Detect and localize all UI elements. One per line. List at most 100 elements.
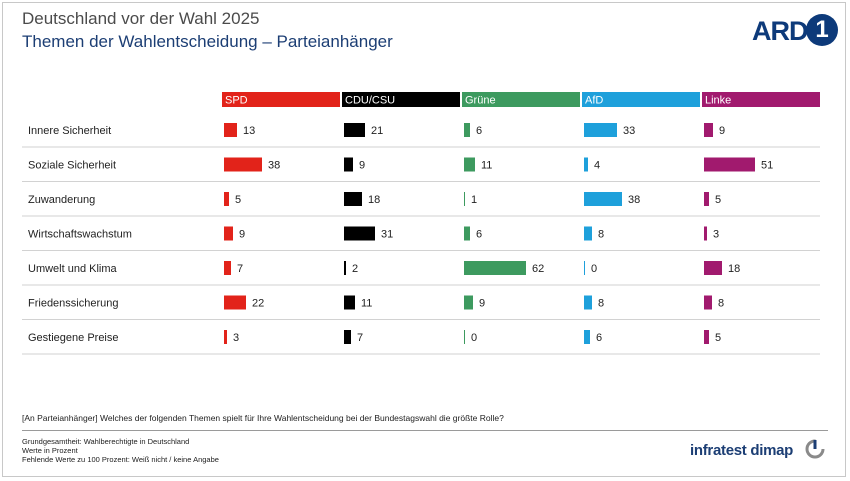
bar-linke-gestiegene-preise	[704, 330, 709, 344]
bar-linke-soziale-sicherheit	[704, 157, 755, 172]
value-label-cdu-csu-innere-sicherheit: 21	[371, 125, 383, 137]
legend-label-spd: SPD	[225, 95, 248, 107]
bar-linke-wirtschaftswachstum	[704, 226, 707, 241]
footer-divider	[22, 430, 828, 431]
value-label-afd-wirtschaftswachstum: 8	[598, 229, 604, 241]
bar-gr-ne-zuwanderung	[464, 192, 465, 206]
value-label-linke-soziale-sicherheit: 51	[761, 160, 773, 172]
note-missing: Fehlende Werte zu 100 Prozent: Weiß nich…	[22, 455, 219, 464]
bar-cdu-csu-umwelt-und-klima	[344, 261, 346, 275]
value-label-afd-innere-sicherheit: 33	[623, 125, 635, 137]
note-unit: Werte in Prozent	[22, 446, 78, 455]
bar-gr-ne-friedenssicherung	[464, 295, 473, 310]
value-label-spd-friedenssicherung: 22	[252, 298, 264, 310]
infratest-dimap-logo: infratest dimap	[690, 442, 794, 459]
value-label-cdu-csu-zuwanderung: 18	[368, 194, 380, 206]
bar-cdu-csu-innere-sicherheit	[344, 123, 365, 137]
bar-spd-zuwanderung	[224, 192, 229, 206]
bar-spd-soziale-sicherheit	[224, 157, 262, 172]
legend-bar-linke	[702, 92, 820, 107]
bar-gr-ne-umwelt-und-klima	[464, 261, 526, 275]
category-label-friedenssicherung: Friedenssicherung	[28, 298, 119, 310]
legend-bar-spd	[222, 92, 340, 107]
value-label-cdu-csu-soziale-sicherheit: 9	[359, 160, 365, 172]
bar-afd-friedenssicherung	[584, 295, 592, 310]
bar-afd-umwelt-und-klima	[584, 261, 585, 275]
value-label-gr-ne-soziale-sicherheit: 11	[481, 160, 492, 172]
category-label-gestiegene-preise: Gestiegene Preise	[28, 332, 119, 344]
value-label-linke-friedenssicherung: 8	[718, 298, 724, 310]
value-label-spd-gestiegene-preise: 3	[233, 332, 239, 344]
bar-spd-umwelt-und-klima	[224, 261, 231, 275]
value-label-gr-ne-wirtschaftswachstum: 6	[476, 229, 482, 241]
legend-label-linke: Linke	[705, 95, 731, 107]
note-population: Grundgesamtheit: Wahlberechtigte in Deut…	[22, 437, 190, 446]
value-label-afd-zuwanderung: 38	[628, 194, 640, 206]
value-label-linke-umwelt-und-klima: 18	[728, 263, 740, 275]
bar-afd-wirtschaftswachstum	[584, 226, 592, 241]
value-label-cdu-csu-wirtschaftswachstum: 31	[381, 229, 393, 241]
bar-spd-friedenssicherung	[224, 295, 246, 310]
value-label-spd-umwelt-und-klima: 7	[237, 263, 243, 275]
ard-logo: ARD 1	[752, 12, 838, 52]
bar-afd-soziale-sicherheit	[584, 157, 588, 172]
bar-spd-gestiegene-preise	[224, 330, 227, 344]
value-label-spd-soziale-sicherheit: 38	[268, 160, 280, 172]
value-label-cdu-csu-umwelt-und-klima: 2	[352, 263, 358, 275]
category-label-innere-sicherheit: Innere Sicherheit	[28, 125, 111, 137]
bar-gr-ne-wirtschaftswachstum	[464, 226, 470, 241]
chart-title: Deutschland vor der Wahl 2025	[22, 9, 260, 28]
ard-logo-circle: 1	[806, 14, 838, 46]
bar-afd-zuwanderung	[584, 192, 622, 206]
category-label-soziale-sicherheit: Soziale Sicherheit	[28, 160, 116, 172]
bar-chart: SPD CDU/CSU Grüne AfD Linke Innere Sicherheit…	[22, 92, 820, 355]
value-label-spd-wirtschaftswachstum: 9	[239, 229, 245, 241]
legend-bar-afd	[582, 92, 700, 107]
value-label-gr-ne-zuwanderung: 1	[471, 194, 477, 206]
value-label-spd-innere-sicherheit: 13	[243, 125, 255, 137]
value-label-gr-ne-gestiegene-preise: 0	[471, 332, 477, 344]
value-label-gr-ne-friedenssicherung: 9	[479, 298, 485, 310]
chart-subtitle: Themen der Wahlentscheidung – Parteianhä…	[22, 32, 393, 51]
bar-linke-innere-sicherheit	[704, 123, 713, 137]
value-label-linke-wirtschaftswachstum: 3	[713, 229, 719, 241]
bar-linke-umwelt-und-klima	[704, 261, 722, 275]
bar-cdu-csu-wirtschaftswachstum	[344, 226, 375, 241]
value-label-cdu-csu-friedenssicherung: 11	[361, 298, 372, 310]
value-label-gr-ne-innere-sicherheit: 6	[476, 125, 482, 137]
legend-bar-gr-ne	[462, 92, 580, 107]
bar-gr-ne-soziale-sicherheit	[464, 157, 475, 172]
category-label-umwelt-und-klima: Umwelt und Klima	[28, 263, 118, 275]
category-label-wirtschaftswachstum: Wirtschaftswachstum	[28, 229, 132, 241]
bar-cdu-csu-soziale-sicherheit	[344, 157, 353, 172]
bar-linke-zuwanderung	[704, 192, 709, 206]
bar-gr-ne-innere-sicherheit	[464, 123, 470, 137]
legend-label-cdu-csu: CDU/CSU	[345, 95, 395, 107]
bar-cdu-csu-zuwanderung	[344, 192, 362, 206]
bar-afd-gestiegene-preise	[584, 330, 590, 344]
category-label-zuwanderung: Zuwanderung	[28, 194, 95, 206]
bar-cdu-csu-gestiegene-preise	[344, 330, 351, 344]
bar-linke-friedenssicherung	[704, 295, 712, 310]
bar-spd-wirtschaftswachstum	[224, 226, 233, 241]
legend-bar-cdu-csu	[342, 92, 460, 107]
value-label-afd-soziale-sicherheit: 4	[594, 160, 600, 172]
value-label-gr-ne-umwelt-und-klima: 62	[532, 263, 544, 275]
value-label-linke-innere-sicherheit: 9	[719, 125, 725, 137]
value-label-afd-umwelt-und-klima: 0	[591, 263, 597, 275]
bar-spd-innere-sicherheit	[224, 123, 237, 137]
ard-logo-text: ARD	[752, 16, 808, 46]
bar-gr-ne-gestiegene-preise	[464, 330, 465, 344]
value-label-afd-gestiegene-preise: 6	[596, 332, 602, 344]
bar-afd-innere-sicherheit	[584, 123, 617, 137]
infratest-dimap-icon	[805, 439, 825, 459]
survey-question: [An Parteianhänger] Welches der folgende…	[22, 413, 504, 423]
value-label-spd-zuwanderung: 5	[235, 194, 241, 206]
bar-cdu-csu-friedenssicherung	[344, 295, 355, 310]
value-label-linke-zuwanderung: 5	[715, 194, 721, 206]
value-label-cdu-csu-gestiegene-preise: 7	[357, 332, 363, 344]
legend-label-gr-ne: Grüne	[465, 95, 496, 107]
legend-label-afd: AfD	[585, 95, 603, 107]
value-label-linke-gestiegene-preise: 5	[715, 332, 721, 344]
